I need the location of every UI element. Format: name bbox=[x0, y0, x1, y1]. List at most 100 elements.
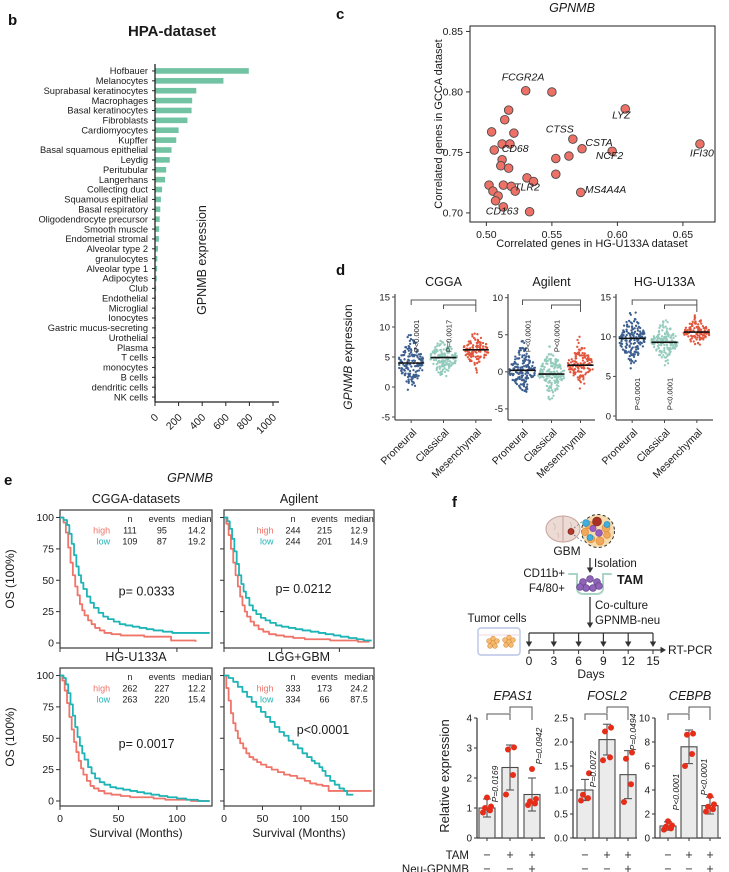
comparison-bracket bbox=[551, 304, 581, 309]
gene-label: MS4A4A bbox=[585, 184, 626, 196]
y-tick-label: 10 bbox=[492, 293, 503, 304]
x-tick-label: 400 bbox=[187, 412, 208, 433]
data-point bbox=[524, 347, 527, 350]
bar-category-label: monocytes bbox=[103, 363, 148, 373]
gene-label: CTSS bbox=[546, 123, 574, 135]
scatter-point bbox=[577, 144, 587, 154]
data-point bbox=[518, 386, 522, 389]
data-point bbox=[663, 364, 667, 367]
data-point bbox=[477, 360, 480, 363]
bar-category-label: Basal squamous epithelial bbox=[40, 145, 148, 155]
day-tick-label: 0 bbox=[526, 654, 533, 668]
data-point bbox=[624, 339, 627, 342]
x-tick-label: 0.55 bbox=[542, 229, 563, 241]
data-point bbox=[665, 343, 669, 347]
data-point bbox=[408, 355, 411, 358]
data-point bbox=[581, 351, 584, 355]
data-point bbox=[551, 390, 555, 394]
data-point bbox=[415, 351, 418, 354]
data-point bbox=[444, 348, 448, 352]
data-point bbox=[429, 352, 433, 356]
data-point bbox=[579, 362, 582, 365]
data-point bbox=[664, 335, 668, 338]
data-point bbox=[559, 367, 562, 370]
data-point bbox=[471, 353, 474, 356]
data-point bbox=[473, 361, 476, 365]
data-point bbox=[473, 332, 476, 335]
data-point bbox=[521, 371, 524, 375]
data-point bbox=[637, 347, 640, 350]
gene-title: CEBPB bbox=[669, 689, 711, 703]
days-label: Days bbox=[577, 667, 604, 681]
data-point bbox=[449, 345, 452, 349]
data-point bbox=[620, 340, 623, 343]
data-point bbox=[442, 361, 445, 364]
data-point bbox=[463, 345, 466, 348]
replicate-dot bbox=[580, 791, 586, 798]
immune-cell-icon bbox=[603, 521, 611, 528]
data-point bbox=[439, 370, 443, 373]
subplot-title: Agilent bbox=[280, 492, 319, 506]
data-point bbox=[567, 359, 571, 362]
data-point bbox=[399, 359, 402, 362]
data-point bbox=[698, 343, 702, 346]
table-cell: 201 bbox=[317, 537, 332, 547]
data-point bbox=[469, 358, 472, 362]
y-tick-label: 75 bbox=[42, 543, 54, 555]
data-point bbox=[447, 345, 450, 348]
data-point bbox=[619, 344, 622, 347]
data-point bbox=[442, 363, 446, 366]
scatter-point bbox=[607, 146, 617, 156]
tumor-cluster-icon bbox=[508, 642, 514, 648]
immune-cell-icon bbox=[582, 519, 590, 527]
y-tick-label: 25 bbox=[42, 764, 54, 776]
replicate-dot bbox=[600, 757, 606, 764]
table-cell: 66 bbox=[319, 695, 329, 705]
y-tick-label: 0 bbox=[48, 638, 54, 650]
data-point bbox=[555, 387, 559, 390]
data-point bbox=[683, 333, 686, 336]
data-point bbox=[443, 367, 446, 370]
data-point bbox=[546, 362, 549, 365]
data-point bbox=[693, 316, 697, 319]
p-value: P<0.0001 bbox=[699, 758, 709, 795]
data-point bbox=[623, 349, 626, 352]
data-point bbox=[398, 363, 401, 366]
data-point bbox=[411, 383, 414, 386]
data-point bbox=[627, 350, 630, 353]
data-point bbox=[590, 358, 593, 361]
data-point bbox=[407, 381, 410, 384]
data-point bbox=[634, 324, 638, 327]
y-tick-label: 15 bbox=[600, 292, 611, 303]
plot-frame bbox=[59, 667, 213, 807]
scatter-point bbox=[510, 186, 520, 196]
gene-label: FCGR2A bbox=[502, 71, 545, 83]
replicate-dot bbox=[480, 809, 486, 816]
day-tick-label: 15 bbox=[646, 654, 660, 668]
bar-category-label: Squamous epithelial bbox=[64, 195, 148, 205]
data-point bbox=[637, 322, 640, 325]
replicate-dot bbox=[669, 822, 675, 829]
x-tick-label: 1000 bbox=[254, 412, 279, 437]
data-point bbox=[637, 341, 640, 345]
bar bbox=[155, 196, 161, 203]
data-point bbox=[525, 374, 529, 377]
x-tick-label: 50 bbox=[113, 813, 125, 825]
table-header: n bbox=[127, 672, 132, 682]
scatter-point bbox=[551, 169, 561, 179]
replicate-dot bbox=[607, 754, 613, 761]
panel-e-label: e bbox=[4, 472, 13, 489]
data-point bbox=[576, 345, 579, 348]
bar-category-label: Gastric mucus-secreting bbox=[48, 323, 148, 333]
bar-category-label: Endothelial bbox=[102, 293, 148, 303]
bar-category-label: B cells bbox=[121, 372, 149, 382]
data-point bbox=[557, 380, 560, 383]
x-tick-label: 600 bbox=[211, 412, 232, 433]
bar bbox=[155, 265, 158, 272]
km-curve-low bbox=[224, 674, 354, 796]
table-header: events bbox=[311, 514, 338, 524]
bar-category-label: Leydig bbox=[121, 155, 148, 165]
data-point bbox=[417, 353, 421, 356]
data-point bbox=[518, 371, 521, 374]
bar-category-label: NK cells bbox=[114, 392, 148, 402]
